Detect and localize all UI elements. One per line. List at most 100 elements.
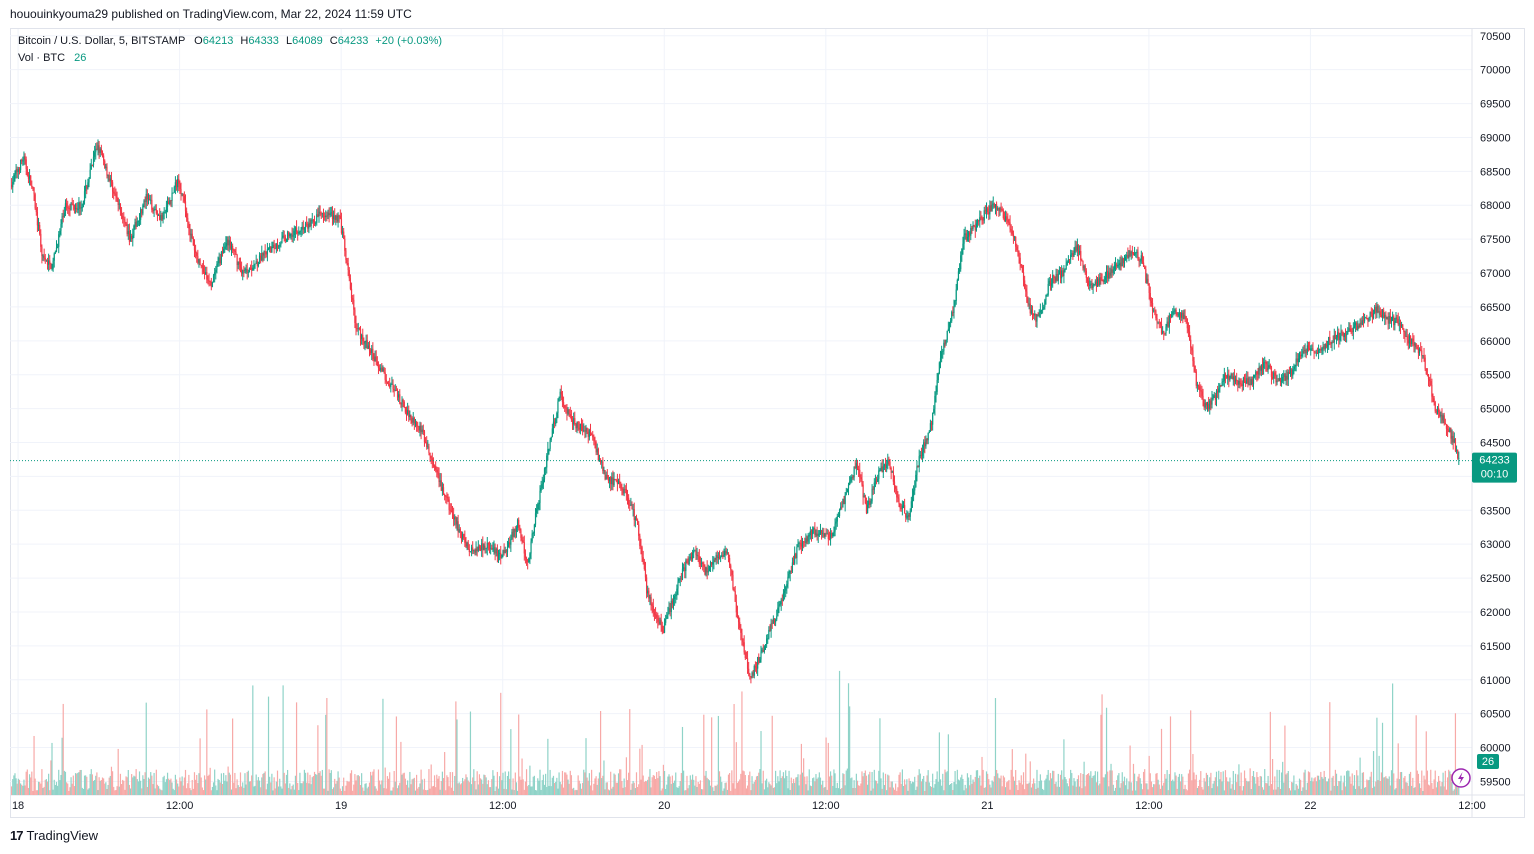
- volume-bar: [37, 781, 40, 795]
- candle-body: [73, 204, 76, 210]
- x-tick-label: 20: [658, 800, 670, 812]
- candle-body: [200, 265, 202, 266]
- volume-bar: [631, 783, 633, 795]
- y-tick-label: 68500: [1480, 166, 1511, 178]
- candle-body: [787, 576, 789, 585]
- volume-bar: [420, 769, 422, 795]
- candle-body: [68, 207, 70, 209]
- volume-bar: [188, 774, 190, 795]
- volume-bar: [889, 787, 891, 795]
- candle-body: [64, 203, 67, 213]
- candle-body: [964, 233, 966, 235]
- candle-body: [865, 503, 868, 514]
- candle-body: [15, 169, 17, 174]
- candle-body: [433, 465, 436, 467]
- candle-body: [790, 570, 792, 572]
- candle-body: [571, 419, 574, 425]
- volume-bar: [971, 783, 973, 795]
- candle-body: [1002, 210, 1004, 219]
- tradingview-logo[interactable]: 17 TradingView: [10, 828, 98, 843]
- candle-body: [1371, 313, 1374, 319]
- volume-bar: [264, 771, 266, 795]
- volume-bar: [982, 769, 984, 795]
- time-axis[interactable]: 18 12:00 19 12:00 20 12:00 21 12:00 22 12:00: [12, 800, 1486, 812]
- volume-bar: [281, 788, 283, 795]
- candle-body: [1443, 415, 1445, 424]
- candle-body: [140, 209, 142, 220]
- candle-body: [904, 505, 906, 514]
- candle-body: [1182, 312, 1184, 319]
- volume-bar: [687, 788, 689, 795]
- volume-bar: [1289, 790, 1292, 795]
- candle-body: [791, 562, 794, 572]
- chart-frame[interactable]: [10, 28, 1525, 818]
- candle-body: [662, 631, 665, 633]
- volume-bar: [1431, 782, 1433, 795]
- candle-body: [384, 372, 386, 380]
- candle-body: [624, 488, 626, 490]
- price-axis[interactable]: 5950060000605006100061500620006250063000…: [1480, 31, 1511, 789]
- candle-body: [932, 412, 934, 425]
- candle-body: [78, 202, 80, 209]
- candle-body: [874, 481, 877, 483]
- volume-bar: [828, 776, 831, 795]
- candle-body: [107, 175, 109, 176]
- volume-bar: [266, 783, 268, 795]
- symbol-legend[interactable]: Bitcoin / U.S. Dollar, 5, BITSTAMP O6421…: [18, 35, 442, 47]
- volume-bar: [794, 782, 796, 795]
- candle-body: [279, 245, 281, 247]
- volume-bar: [967, 777, 970, 795]
- volume-bar: [772, 787, 774, 795]
- candle-body: [49, 260, 51, 264]
- volume-bar: [720, 776, 722, 795]
- volume-bar: [1066, 783, 1068, 795]
- volume-legend[interactable]: Vol · BTC 26: [18, 52, 86, 64]
- volume-bar: [221, 783, 224, 795]
- volume-bar: [1403, 777, 1405, 795]
- volume-bar: [998, 777, 1000, 795]
- lightning-icon[interactable]: [1451, 768, 1471, 788]
- volume-bar: [1064, 777, 1066, 795]
- candle-body: [11, 184, 13, 188]
- candle-body: [301, 226, 303, 230]
- candle-body: [1079, 251, 1081, 254]
- volume-bar: [628, 772, 630, 795]
- candle-body: [376, 361, 378, 366]
- candle-body: [332, 215, 335, 220]
- volume-bar: [283, 772, 285, 795]
- candle-body: [1352, 327, 1354, 333]
- candle-body: [1113, 265, 1115, 270]
- volume-bar: [859, 785, 861, 795]
- volume-bar: [329, 773, 331, 795]
- volume-bar: [559, 781, 561, 795]
- volume-bar: [1381, 722, 1384, 795]
- volume-bar: [233, 782, 235, 795]
- volume-bar: [1173, 781, 1175, 795]
- candle-body: [1065, 264, 1067, 270]
- volume-bar: [730, 790, 732, 795]
- volume-bar: [1360, 788, 1362, 795]
- candle-body: [711, 562, 713, 565]
- volume-bar: [558, 772, 560, 795]
- candle-body: [311, 219, 313, 221]
- candle-body: [1293, 366, 1295, 370]
- volume-bar: [745, 788, 748, 795]
- volume-bar: [874, 780, 877, 795]
- volume-bar: [653, 775, 656, 795]
- candle-body: [1402, 324, 1404, 330]
- volume-bar: [109, 775, 111, 795]
- candle-body: [165, 206, 168, 212]
- volume-bar: [844, 785, 846, 795]
- candle-body: [86, 185, 88, 189]
- candle-body: [614, 478, 616, 480]
- volume-bar: [750, 790, 752, 795]
- volume-bar: [1310, 780, 1312, 795]
- candle-body: [1302, 350, 1304, 355]
- candle-body: [106, 166, 108, 176]
- candle-body: [606, 475, 608, 479]
- candle-body: [892, 471, 894, 482]
- candle-body: [1442, 415, 1444, 421]
- volume-bar: [363, 790, 365, 795]
- candle-body: [462, 533, 464, 540]
